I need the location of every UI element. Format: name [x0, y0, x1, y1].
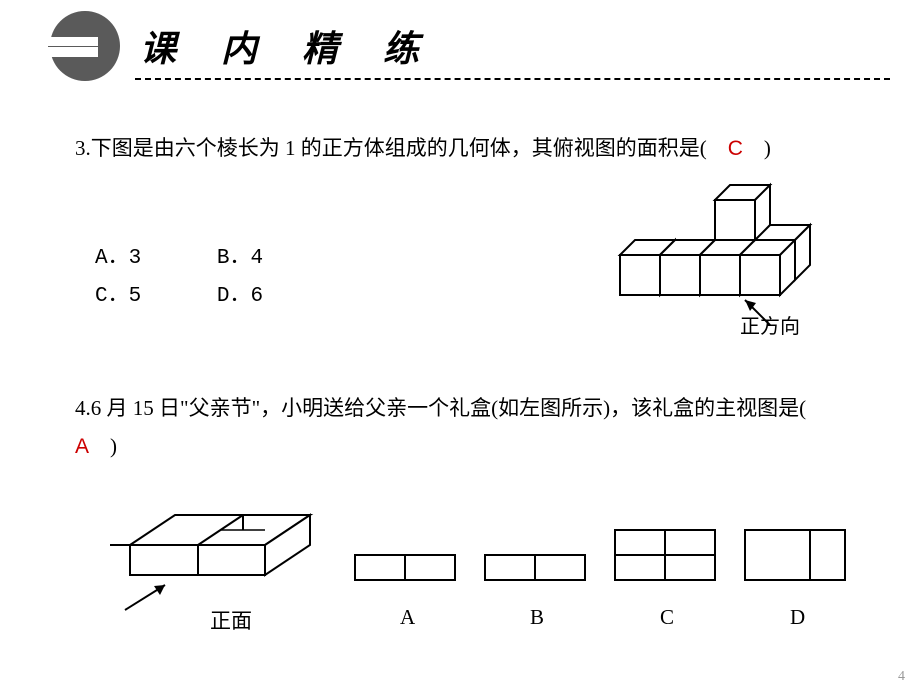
- page-number: 4: [898, 669, 905, 685]
- q4-label-a: A: [400, 605, 415, 630]
- question-4: 4.6 月 15 日"父亲节"，小明送给父亲一个礼盒(如左图所示)，该礼盒的主视…: [75, 390, 860, 466]
- section-title: 课 内 精 练: [140, 20, 437, 72]
- q4-text-pre: 4.6 月 15 日"父亲节"，小明送给父亲一个礼盒(如左图所示)，该礼盒的主视…: [75, 396, 827, 420]
- q3-option-b: B．4: [217, 247, 263, 270]
- question-3: 3.下图是由六个棱长为 1 的正方体组成的几何体，其俯视图的面积是( C ): [75, 130, 860, 168]
- q3-text-pre: 3.下图是由六个棱长为 1 的正方体组成的几何体，其俯视图的面积是(: [75, 136, 728, 160]
- q4-text-post: ): [89, 434, 117, 458]
- header-underline: [135, 78, 890, 80]
- q4-answer: A: [75, 435, 89, 458]
- q4-label-d: D: [790, 605, 805, 630]
- q3-options: A．3 B．4 C．5 D．6: [95, 240, 263, 316]
- q4-label-b: B: [530, 605, 544, 630]
- q3-option-a: A．3: [95, 247, 141, 270]
- q3-text-post: ): [743, 136, 771, 160]
- cube-diagram: [610, 165, 840, 335]
- q3-option-c: C．5: [95, 285, 141, 308]
- q3-answer: C: [728, 137, 743, 160]
- q4-label-c: C: [660, 605, 674, 630]
- pencil-icon: [30, 21, 120, 71]
- front-label: 正面: [210, 605, 252, 635]
- section-header: 课 内 精 练: [30, 20, 890, 72]
- q3-option-d: D．6: [217, 285, 263, 308]
- direction-label: 正方向: [740, 310, 800, 339]
